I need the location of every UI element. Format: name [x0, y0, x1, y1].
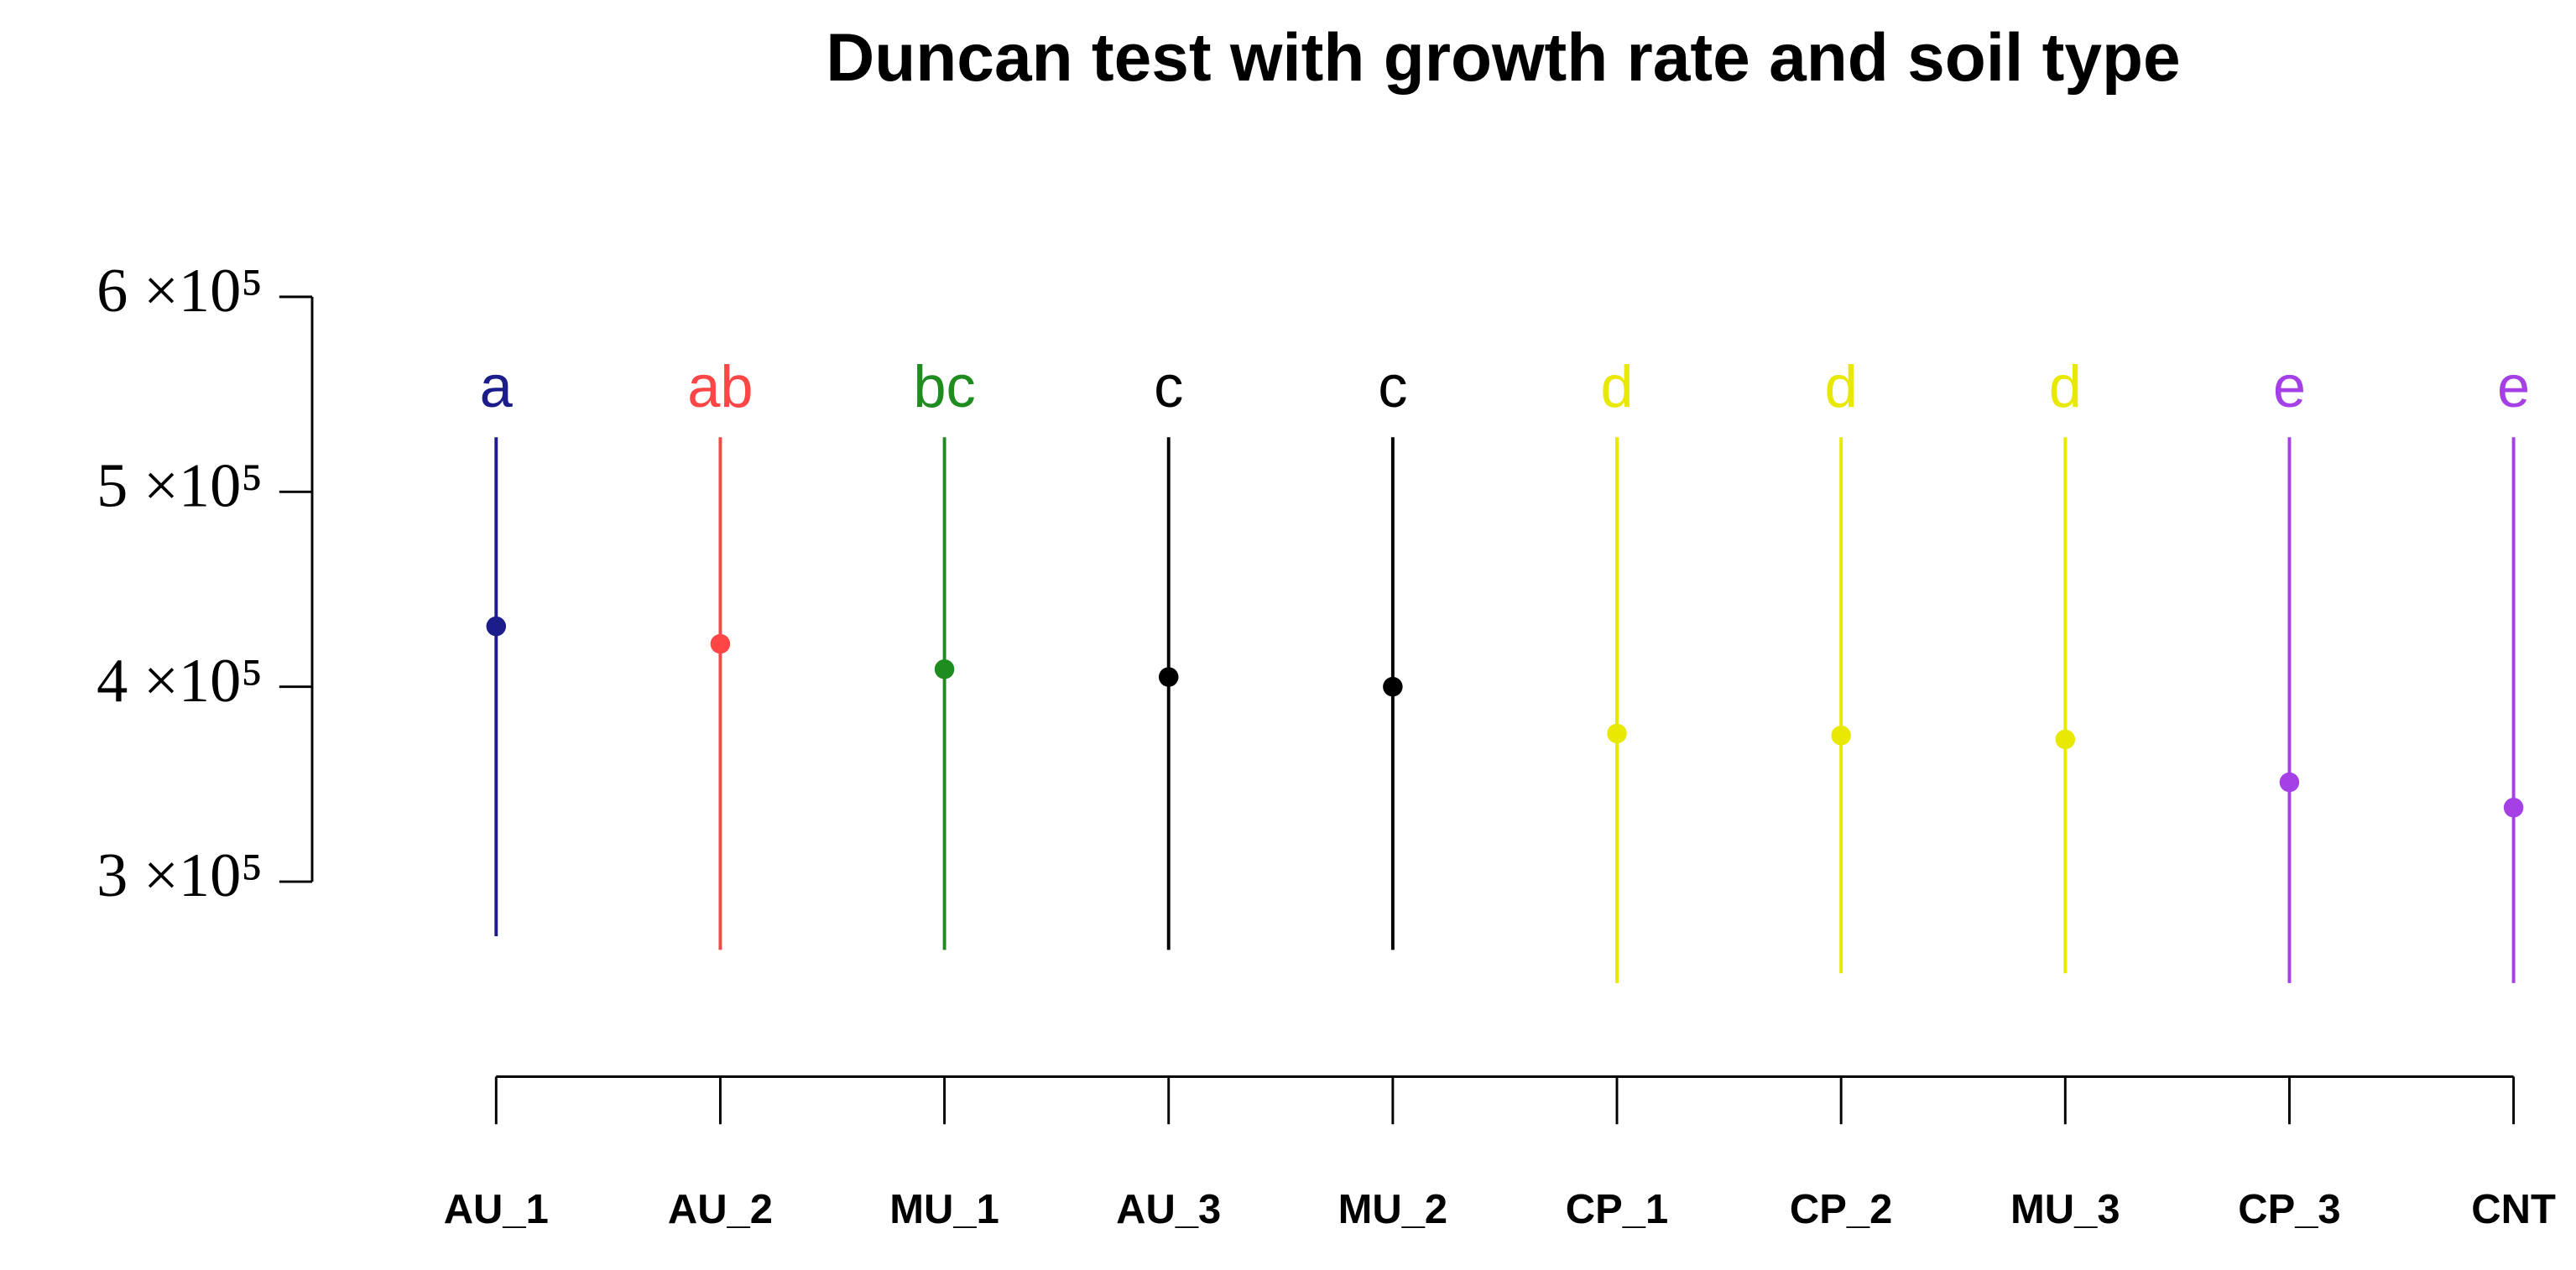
y-tick-label: 3 ×10⁵	[96, 841, 263, 910]
group-label: ab	[687, 353, 753, 419]
group-label: c	[1378, 353, 1407, 419]
group-label: bc	[913, 353, 975, 419]
chart-title: Duncan test with growth rate and soil ty…	[826, 20, 2180, 96]
point	[2055, 729, 2076, 750]
point	[1831, 726, 1851, 746]
point	[486, 616, 507, 637]
y-tick-label: 5 ×10⁵	[96, 451, 263, 520]
y-tick-label: 6 ×10⁵	[96, 257, 263, 325]
x-tick-label: AU_3	[1116, 1187, 1221, 1232]
point	[710, 633, 731, 654]
point	[2279, 772, 2300, 793]
group-label: e	[2497, 353, 2530, 419]
point	[934, 659, 955, 679]
x-tick-label: AU_1	[444, 1187, 549, 1232]
x-tick-label: AU_2	[668, 1187, 773, 1232]
point	[1607, 723, 1627, 744]
group-label: e	[2273, 353, 2306, 419]
x-tick-label: MU_1	[889, 1187, 999, 1232]
group-label: a	[480, 353, 514, 419]
point	[1158, 667, 1179, 687]
x-tick-label: MU_3	[2010, 1187, 2120, 1232]
x-tick-label: CP_3	[2238, 1187, 2340, 1232]
x-tick-label: CP_2	[1790, 1187, 1892, 1232]
point	[2503, 798, 2524, 818]
x-tick-label: MU_2	[1338, 1187, 1448, 1232]
group-label: d	[1600, 353, 1633, 419]
group-label: d	[1825, 353, 1858, 419]
x-tick-label: CNT	[2471, 1187, 2556, 1232]
point	[1383, 676, 1403, 697]
group-label: c	[1154, 353, 1183, 419]
x-tick-label: CP_1	[1566, 1187, 1668, 1232]
y-tick-label: 4 ×10⁵	[96, 647, 263, 716]
group-label: d	[2049, 353, 2082, 419]
